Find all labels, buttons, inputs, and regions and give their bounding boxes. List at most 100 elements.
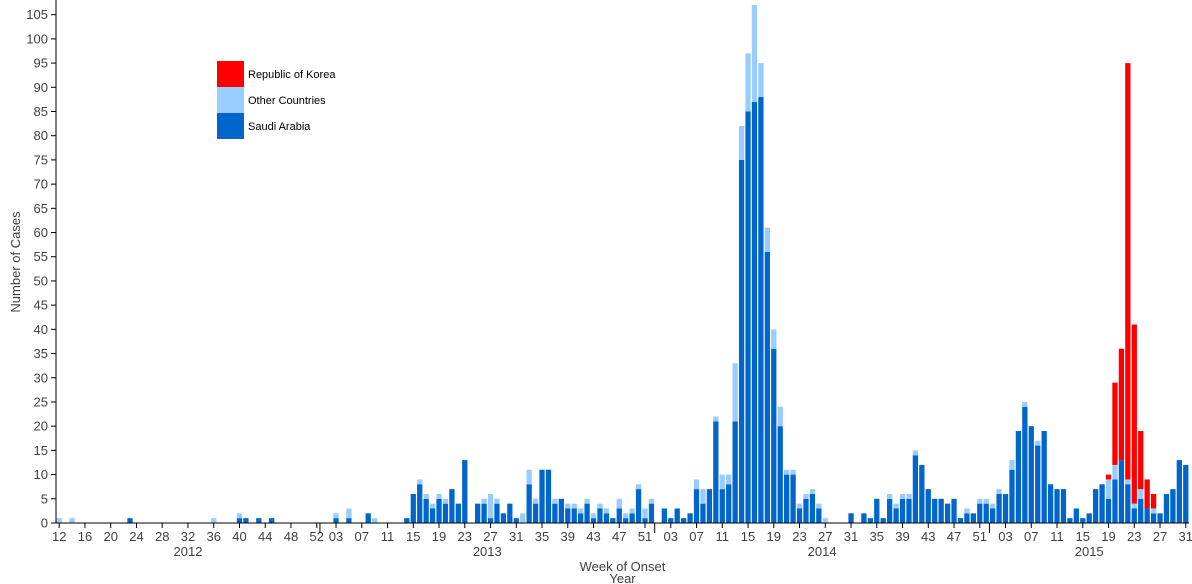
x-tick-label: 07 <box>1024 529 1038 544</box>
bar-saudi-arabia-2014-w36 <box>880 518 886 523</box>
bar-saudi-arabia-2013-w39 <box>565 508 571 523</box>
x-tick-label: 47 <box>612 529 626 544</box>
x-tick-label: 28 <box>155 529 169 544</box>
bar-saudi-arabia-2015-w5 <box>1015 431 1022 523</box>
legend-swatch-other-countries <box>217 87 244 113</box>
bar-saudi-arabia-2015-w12 <box>1060 489 1067 523</box>
bar-saudi-arabia-2014-w52 <box>983 503 989 523</box>
bar-saudi-arabia-2014-w26 <box>816 508 822 523</box>
bar-other-countries-2013-w42 <box>584 498 590 504</box>
bar-republic-of-korea-2015-w24 <box>1138 431 1144 490</box>
bar-saudi-arabia-2013-w5 <box>346 518 352 523</box>
bar-other-countries-2013-w41 <box>578 508 584 514</box>
x-tick-label: 23 <box>1127 529 1141 544</box>
bar-saudi-arabia-2015-w10 <box>1047 484 1054 523</box>
bar-saudi-arabia-2014-w18 <box>764 251 770 523</box>
y-tick-label: 75 <box>34 152 48 167</box>
bar-saudi-arabia-2013-w31 <box>513 518 519 523</box>
bar-saudi-arabia-2015-w7 <box>1028 426 1034 523</box>
bar-saudi-arabia-2014-w38 <box>893 508 899 523</box>
y-axis-title: Number of Cases <box>8 211 23 313</box>
x-tick-label: 35 <box>535 529 549 544</box>
x-tick-label: 31 <box>844 529 858 544</box>
year-label-2012: 2012 <box>174 544 203 559</box>
bar-saudi-arabia-2015-w25 <box>1144 508 1150 523</box>
y-tick-label: 80 <box>34 128 48 143</box>
bar-saudi-arabia-2014-w48 <box>957 518 964 523</box>
bar-saudi-arabia-2014-w9 <box>706 489 713 523</box>
y-tick-label: 50 <box>34 273 48 288</box>
bar-saudi-arabia-2014-w51 <box>977 503 983 523</box>
bar-other-countries-2013-w45 <box>603 508 610 514</box>
x-tick-label: 15 <box>406 529 420 544</box>
bar-saudi-arabia-2015-w21 <box>1118 460 1125 523</box>
bar-other-countries-2012-w14 <box>69 518 75 523</box>
bar-saudi-arabia-2015-w29 <box>1170 489 1176 523</box>
bar-other-countries-2015-w6 <box>1022 401 1028 407</box>
bar-other-countries-2013-w51 <box>642 508 648 519</box>
bar-saudi-arabia-2014-w33 <box>861 513 867 523</box>
y-tick-label: 70 <box>34 177 48 192</box>
x-tick-label: 52 <box>309 529 323 544</box>
bar-saudi-arabia-2013-w45 <box>603 513 610 523</box>
bar-saudi-arabia-2014-w15 <box>745 111 751 523</box>
bar-saudi-arabia-2015-w20 <box>1112 479 1118 523</box>
bar-saudi-arabia-2014-w40 <box>906 498 912 523</box>
bar-saudi-arabia-2013-w30 <box>507 503 513 523</box>
bar-saudi-arabia-2012-w40 <box>236 518 243 523</box>
bar-saudi-arabia-2014-w16 <box>751 101 758 523</box>
y-tick-label: 10 <box>34 467 48 482</box>
x-tick-label: 07 <box>689 529 703 544</box>
y-tick-label: 105 <box>26 7 48 22</box>
x-tick-label: 15 <box>1076 529 1090 544</box>
bar-saudi-arabia-2013-w48 <box>623 518 629 523</box>
x-tick-label: 47 <box>947 529 961 544</box>
bar-saudi-arabia-2013-w46 <box>610 518 616 523</box>
bar-republic-of-korea-2015-w22 <box>1125 63 1131 480</box>
bar-other-countries-2014-w20 <box>777 406 783 427</box>
bar-saudi-arabia-2013-w18 <box>429 508 436 523</box>
y-tick-label: 25 <box>34 394 48 409</box>
bar-other-countries-2013-w33 <box>526 469 532 485</box>
x-tick-label: 16 <box>78 529 92 544</box>
bar-saudi-arabia-2014-w37 <box>887 498 893 523</box>
bar-other-countries-2013-w52 <box>648 498 655 504</box>
bar-other-countries-2014-w8 <box>700 489 706 504</box>
bar-other-countries-2014-w41 <box>912 450 919 456</box>
y-tick-label: 85 <box>34 104 48 119</box>
bar-saudi-arabia-2015-w2 <box>996 493 1002 523</box>
bar-saudi-arabia-2013-w28 <box>494 503 500 523</box>
bar-saudi-arabia-2014-w41 <box>912 455 919 523</box>
bar-saudi-arabia-2015-w6 <box>1022 406 1028 523</box>
bar-saudi-arabia-2014-w43 <box>925 489 931 523</box>
bar-other-countries-2014-w24 <box>803 493 809 499</box>
bar-saudi-arabia-2013-w51 <box>642 518 648 523</box>
x-tick-label: 11 <box>716 529 730 544</box>
bar-saudi-arabia-2013-w16 <box>417 484 423 523</box>
bar-saudi-arabia-2013-w26 <box>481 503 487 523</box>
bar-other-countries-2015-w26 <box>1150 508 1157 514</box>
x-tick-label: 32 <box>181 529 195 544</box>
bar-saudi-arabia-2012-w41 <box>243 518 249 523</box>
bar-other-countries-2014-w37 <box>887 493 893 499</box>
x-tick-label: 24 <box>129 529 143 544</box>
bar-other-countries-2013-w9 <box>372 518 378 523</box>
bar-other-countries-2015-w23 <box>1131 503 1137 509</box>
bar-saudi-arabia-2014-w45 <box>938 498 944 523</box>
x-axis-year-title: Year <box>609 571 636 584</box>
x-tick-label: 35 <box>870 529 884 544</box>
bar-saudi-arabia-2015-w8 <box>1035 445 1041 523</box>
bar-saudi-arabia-2015-w1 <box>990 508 996 523</box>
bar-saudi-arabia-2013-w34 <box>532 503 539 523</box>
year-label-2014: 2014 <box>808 544 837 559</box>
bar-other-countries-2014-w12 <box>726 474 732 485</box>
y-tick-label: 40 <box>34 322 48 337</box>
y-tick-label: 5 <box>41 491 48 506</box>
x-tick-label: 40 <box>232 529 246 544</box>
x-tick-label: 03 <box>998 529 1012 544</box>
x-tick-label: 27 <box>818 529 832 544</box>
bar-saudi-arabia-2013-w36 <box>545 469 552 523</box>
y-tick-label: 90 <box>34 80 48 95</box>
bar-other-countries-2015-w20 <box>1112 464 1118 480</box>
bar-saudi-arabia-2013-w35 <box>539 469 545 523</box>
